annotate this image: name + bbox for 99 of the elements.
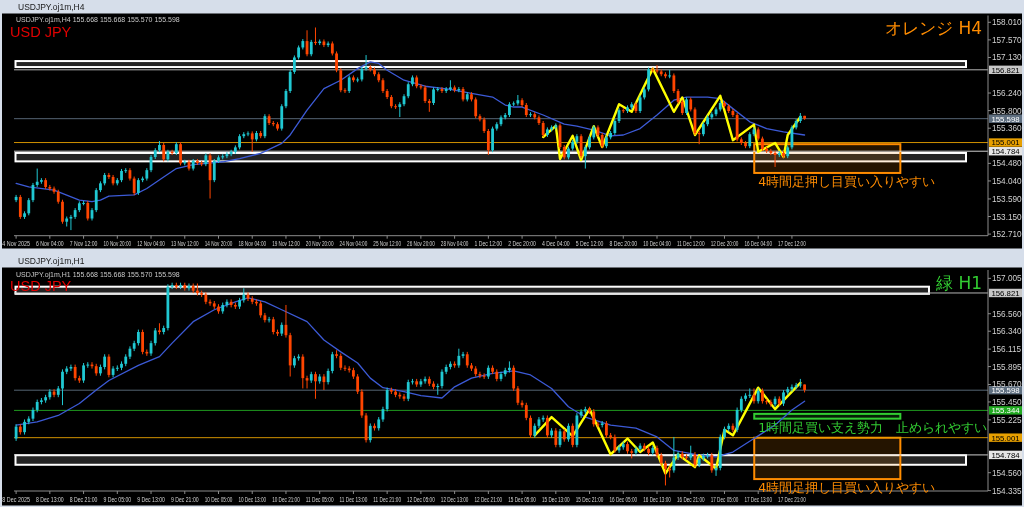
- candlestick: [545, 414, 549, 439]
- candlestick: [579, 133, 583, 159]
- candlestick: [107, 172, 111, 180]
- candlestick: [69, 364, 73, 372]
- candlestick: [474, 96, 478, 119]
- candlestick: [672, 72, 676, 94]
- candlestick: [419, 83, 423, 90]
- candlestick: [457, 348, 461, 369]
- candlestick: [335, 50, 338, 73]
- line-series: [15, 61, 806, 203]
- candlestick: [748, 387, 752, 399]
- chart-subtitle: オレンジ H4: [884, 18, 982, 38]
- candlestick: [368, 422, 372, 444]
- candlestick: [697, 130, 701, 145]
- candlestick: [35, 168, 39, 188]
- text: USD JPY: [10, 23, 72, 40]
- candlestick: [82, 362, 85, 384]
- candlestick: [132, 176, 136, 196]
- text: USDJPY.oj1m,H4: [18, 2, 85, 12]
- y-tick-label: 154.040: [992, 176, 1023, 186]
- candlestick: [512, 364, 516, 392]
- candlestick: [583, 144, 587, 170]
- chart-subtitle: 緑 H1: [934, 272, 982, 293]
- candlestick: [263, 113, 267, 139]
- candlestick: [14, 194, 18, 203]
- candlestick: [288, 69, 292, 94]
- band-label: 4時間足押し目買い入りやすい: [758, 173, 936, 189]
- candlestick: [356, 373, 360, 395]
- candlestick: [638, 442, 642, 452]
- candlestick: [571, 422, 575, 448]
- y-tick-label: 157.570: [992, 35, 1023, 45]
- candlestick: [330, 351, 334, 374]
- candlestick: [664, 460, 667, 486]
- y-tick-label: 156.115: [992, 345, 1022, 355]
- candlestick: [212, 158, 216, 183]
- y-tick-label: 155.225: [992, 415, 1023, 425]
- candlestick: [710, 452, 714, 474]
- y-tick-label: 157.005: [992, 274, 1023, 284]
- candlestick: [735, 407, 739, 433]
- y-tick-label: 157.130: [992, 53, 1023, 63]
- y-tick-label: 155.360: [992, 124, 1023, 134]
- candlestick: [769, 148, 773, 156]
- candlestick: [385, 387, 389, 412]
- y-tick-label: 156.240: [992, 89, 1023, 99]
- candlestick: [86, 200, 90, 222]
- y-tick-label: 154.480: [992, 159, 1023, 169]
- candlestick: [491, 126, 494, 153]
- candlestick: [301, 353, 305, 389]
- candlestick: [516, 94, 520, 106]
- candlestick: [516, 385, 520, 406]
- line-series: [541, 67, 802, 162]
- candlestick: [141, 329, 144, 355]
- candlestick: [554, 427, 558, 448]
- y-tick-label: 155.800: [992, 106, 1023, 116]
- candlestick: [436, 383, 440, 396]
- candlestick: [61, 199, 64, 225]
- y-tick-label: 155.895: [992, 362, 1023, 372]
- candlestick: [482, 372, 486, 380]
- candlestick: [406, 379, 410, 402]
- y-tick-label: 156.340: [992, 327, 1023, 337]
- candlestick: [229, 298, 233, 308]
- candlestick: [170, 149, 174, 156]
- y-tick-label: 153.590: [992, 194, 1023, 204]
- candlestick: [461, 351, 465, 359]
- candlestick: [250, 130, 254, 153]
- candlestick: [360, 388, 364, 419]
- line-series: [15, 297, 806, 458]
- candlestick: [162, 142, 166, 162]
- band-label: 4時間足押し目買い入りやすい: [758, 480, 936, 496]
- candlestick: [326, 40, 330, 48]
- candlestick: [339, 67, 343, 93]
- candlestick: [613, 434, 617, 454]
- y-tick-label: 158.010: [992, 18, 1023, 28]
- y-tick-label: 156.560: [992, 309, 1023, 319]
- y-tick-label: 153.150: [992, 212, 1023, 222]
- candlestick: [419, 378, 423, 388]
- candlestick: [170, 282, 174, 290]
- candlestick: [567, 422, 570, 443]
- candlestick: [94, 187, 98, 213]
- candlestick: [179, 141, 182, 166]
- candlestick: [486, 128, 490, 156]
- candlestick: [314, 371, 317, 400]
- candlestick: [478, 371, 482, 379]
- candlestick: [18, 194, 22, 220]
- y-tick-label: 152.710: [992, 230, 1023, 240]
- candlestick: [314, 26, 317, 46]
- candlestick: [69, 214, 73, 231]
- y-tick-label: 154.560: [992, 468, 1023, 478]
- y-tick-label: 155.450: [992, 397, 1023, 407]
- candlestick: [364, 54, 368, 72]
- candlestick: [107, 353, 111, 378]
- text: USDJPY.oj1m,H1: [18, 256, 85, 266]
- candlestick: [647, 66, 650, 92]
- candlestick: [529, 414, 532, 439]
- candlestick: [292, 54, 296, 75]
- candlestick: [61, 368, 64, 406]
- candlestick: [672, 436, 676, 474]
- candlestick: [280, 103, 284, 132]
- y-tick-label: 154.335: [992, 486, 1023, 496]
